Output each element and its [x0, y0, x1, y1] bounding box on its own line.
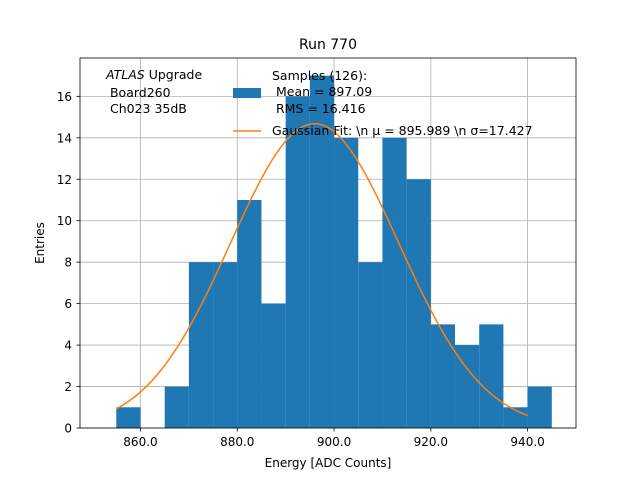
- chart-title: Run 770: [299, 37, 357, 53]
- y-tick-label: 10: [57, 214, 72, 228]
- y-tick-label: 0: [64, 422, 72, 436]
- x-tick-label: 920.0: [414, 435, 448, 449]
- legend-samples-line-1: Samples (126):: [272, 68, 367, 83]
- bars: [116, 75, 552, 428]
- x-axis-ticks: 860.0 880.0 900.0 920.0 940.0: [123, 428, 545, 449]
- y-tick-label: 6: [64, 297, 72, 311]
- annotation-rest: Upgrade: [145, 67, 203, 82]
- legend-fit-line: Gaussian Fit: \n μ = 895.989 \n σ=17.427: [272, 123, 533, 138]
- legend-samples-line-2: Mean = 897.09: [272, 84, 372, 99]
- histogram-bar: [237, 199, 262, 428]
- histogram-bar: [430, 324, 456, 428]
- histogram-bar: [164, 386, 189, 428]
- histogram-bar: [479, 324, 504, 428]
- y-tick-label: 4: [64, 339, 72, 353]
- histogram-bar: [358, 262, 383, 428]
- y-tick-label: 12: [57, 173, 72, 187]
- x-tick-label: 880.0: [220, 435, 254, 449]
- y-tick-label: 8: [64, 256, 72, 270]
- legend-patch-samples: [233, 88, 261, 98]
- y-tick-label: 14: [57, 131, 72, 145]
- histogram-bar: [382, 137, 407, 428]
- histogram-bar: [334, 137, 359, 428]
- y-tick-label: 16: [57, 90, 72, 104]
- x-axis-label: Energy [ADC Counts]: [265, 456, 392, 470]
- histogram-bar: [116, 407, 141, 428]
- y-axis-ticks: 0 2 4 6 8 10 12 14 16: [57, 90, 80, 436]
- annotation-atlas-word: ATLAS: [105, 67, 145, 82]
- histogram-bar: [527, 386, 552, 428]
- histogram-bar: [285, 96, 310, 428]
- x-tick-label: 940.0: [510, 435, 544, 449]
- plot-frame: [79, 57, 577, 429]
- x-tick-label: 860.0: [123, 435, 157, 449]
- histogram-bar: [309, 75, 335, 428]
- histogram-bar: [213, 262, 238, 428]
- legend-samples-line-3: RMS = 16.416: [272, 101, 366, 116]
- y-tick-label: 2: [64, 380, 72, 394]
- legend: Samples (126): Mean = 897.09 RMS = 16.41…: [233, 68, 533, 138]
- annotation-line-1: ATLAS Upgrade: [105, 67, 202, 82]
- annotation-line-3: Ch023 35dB: [106, 101, 187, 116]
- y-axis-label: Entries: [33, 222, 47, 264]
- x-tick-label: 900.0: [317, 435, 351, 449]
- annotation-box: ATLAS Upgrade Board260 Ch023 35dB: [105, 67, 202, 116]
- gaussian-fit-curve: [115, 122, 528, 417]
- histogram-bar: [261, 303, 286, 428]
- fit-curve-group: [115, 122, 528, 417]
- annotation-line-2: Board260: [106, 85, 171, 100]
